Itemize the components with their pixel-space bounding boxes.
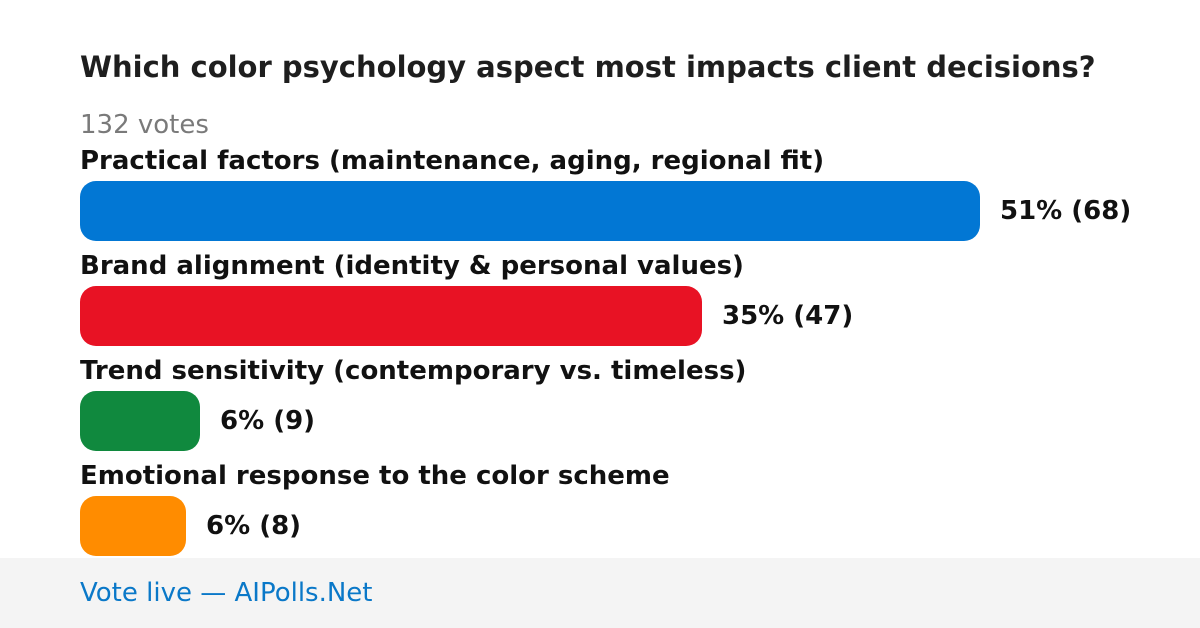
poll-option: Brand alignment (identity & personal val… bbox=[80, 250, 1170, 355]
option-value: 35% (47) bbox=[722, 301, 854, 331]
option-bar bbox=[80, 391, 200, 451]
vote-count: 132 votes bbox=[80, 110, 209, 140]
vote-live-link[interactable]: Vote live — AIPolls.Net bbox=[80, 578, 373, 608]
poll-title: Which color psychology aspect most impac… bbox=[80, 50, 1096, 84]
option-bar bbox=[80, 286, 702, 346]
option-label: Trend sensitivity (contemporary vs. time… bbox=[80, 356, 747, 386]
option-value: 6% (9) bbox=[220, 406, 316, 436]
option-value: 51% (68) bbox=[1000, 196, 1132, 226]
option-label: Practical factors (maintenance, aging, r… bbox=[80, 146, 825, 176]
option-label: Emotional response to the color scheme bbox=[80, 461, 670, 491]
option-value: 6% (8) bbox=[206, 511, 302, 541]
option-bar bbox=[80, 496, 186, 556]
footer-bar: Vote live — AIPolls.Net bbox=[0, 558, 1200, 628]
option-label: Brand alignment (identity & personal val… bbox=[80, 251, 744, 281]
poll-option: Emotional response to the color scheme 6%… bbox=[80, 460, 1170, 565]
poll-option: Practical factors (maintenance, aging, r… bbox=[80, 145, 1170, 250]
option-bar bbox=[80, 181, 980, 241]
poll-option: Trend sensitivity (contemporary vs. time… bbox=[80, 355, 1170, 460]
